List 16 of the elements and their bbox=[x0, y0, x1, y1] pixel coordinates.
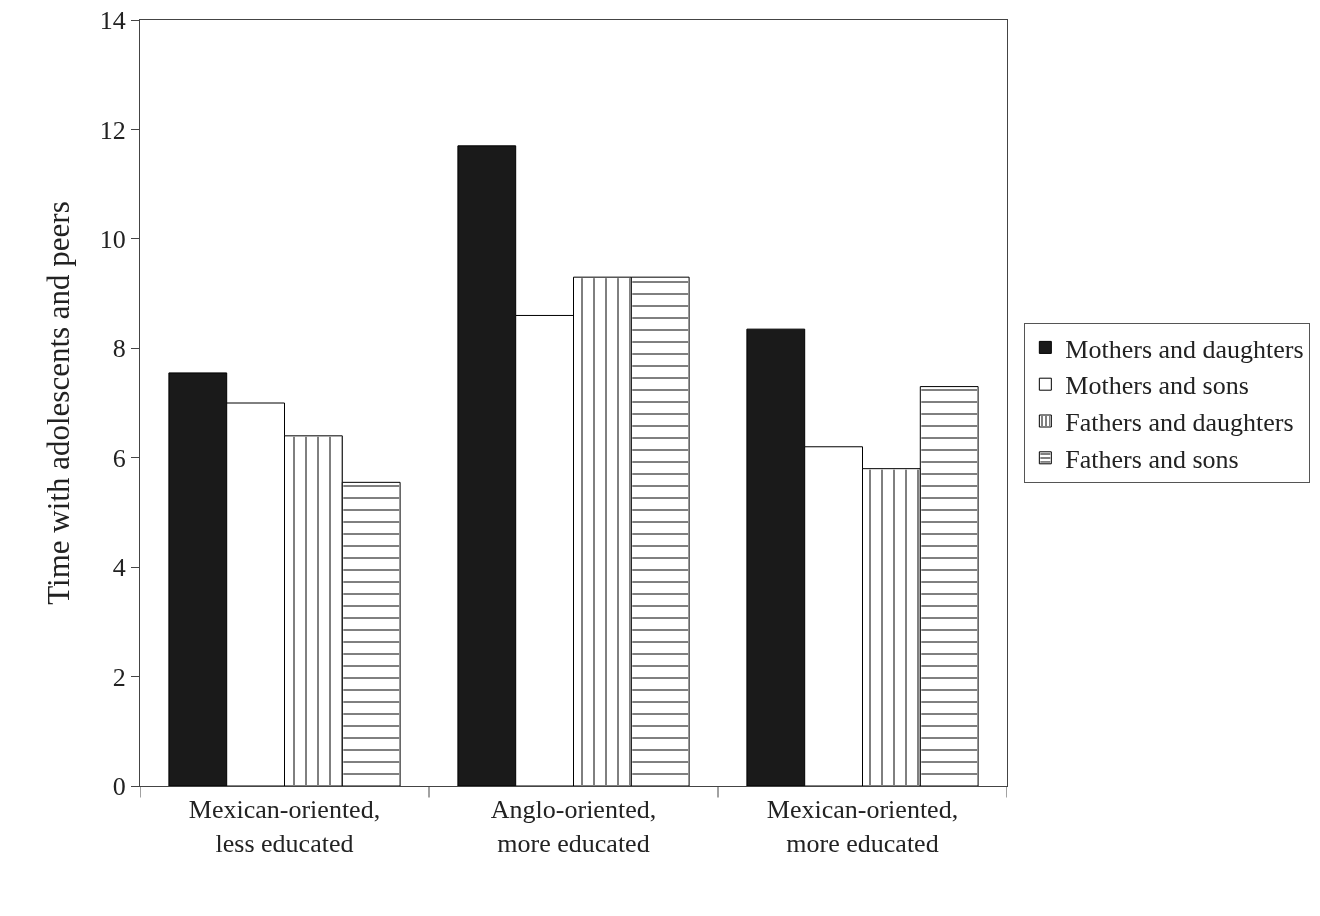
x-tick-label: Mexican-oriented, more educated bbox=[766, 795, 959, 858]
y-axis-title: Time with adolescents and peers bbox=[41, 201, 77, 605]
x-tick-label: Mexican-oriented, less educated bbox=[188, 795, 381, 858]
x-tick-label: Anglo-oriented, more educated bbox=[490, 795, 657, 858]
y-tick-label: 10 bbox=[99, 224, 126, 254]
y-tick-label: 12 bbox=[99, 115, 126, 145]
y-tick-label: 6 bbox=[112, 443, 126, 473]
y-tick-label: 14 bbox=[99, 6, 126, 36]
legend-label: Fathers and daughters bbox=[1065, 408, 1294, 438]
y-tick-label: 0 bbox=[112, 772, 126, 802]
y-tick-label: 8 bbox=[112, 334, 126, 364]
y-tick-label: 4 bbox=[112, 553, 126, 583]
y-tick-label: 2 bbox=[112, 662, 126, 692]
legend-label: Mothers and sons bbox=[1065, 371, 1249, 401]
legend-label: Mothers and daughters bbox=[1065, 334, 1304, 364]
legend-label: Fathers and sons bbox=[1065, 444, 1239, 474]
